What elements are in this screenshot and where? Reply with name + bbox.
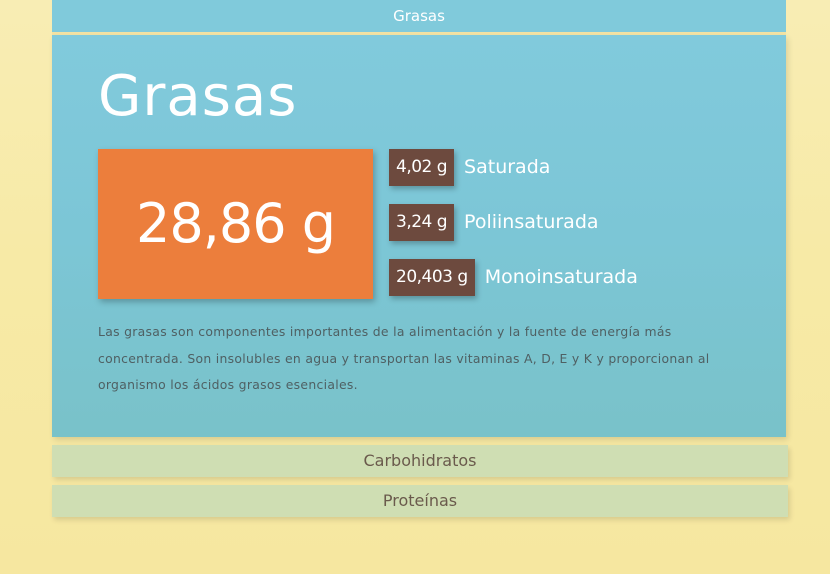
fat-type-label: Poliinsaturada [464, 211, 599, 233]
tab-grasas-label: Grasas [393, 7, 445, 25]
tab-proteinas-label: Proteínas [382, 491, 458, 510]
grasas-panel: Grasas 28,86 g 4,02 g Saturada 3,24 g Po… [52, 35, 786, 437]
tab-grasas[interactable]: Grasas [52, 0, 786, 35]
nutrition-accordion: Grasas Grasas 28,86 g 4,02 g Saturada 3,… [52, 0, 788, 517]
total-fat-box: 28,86 g [98, 149, 373, 299]
total-fat-value: 28,86 g [135, 192, 336, 255]
fat-type-label: Monoinsaturada [484, 266, 638, 288]
tab-proteinas[interactable]: Proteínas [52, 485, 788, 517]
fat-type-value: 20,403 g [389, 259, 475, 296]
fat-type-value: 3,24 g [389, 204, 455, 241]
panel-title: Grasas [98, 64, 298, 129]
fat-type-poliinsaturada: 3,24 g Poliinsaturada [389, 204, 599, 241]
fat-type-value: 4,02 g [389, 149, 455, 186]
fat-type-monoinsaturada: 20,403 g Monoinsaturada [389, 259, 638, 296]
fat-type-label: Saturada [464, 156, 551, 178]
tab-carbohidratos[interactable]: Carbohidratos [52, 445, 788, 477]
fat-type-saturada: 4,02 g Saturada [389, 149, 550, 186]
fat-description: Las grasas son componentes importantes d… [98, 324, 710, 392]
tab-carbohidratos-label: Carbohidratos [363, 451, 477, 470]
